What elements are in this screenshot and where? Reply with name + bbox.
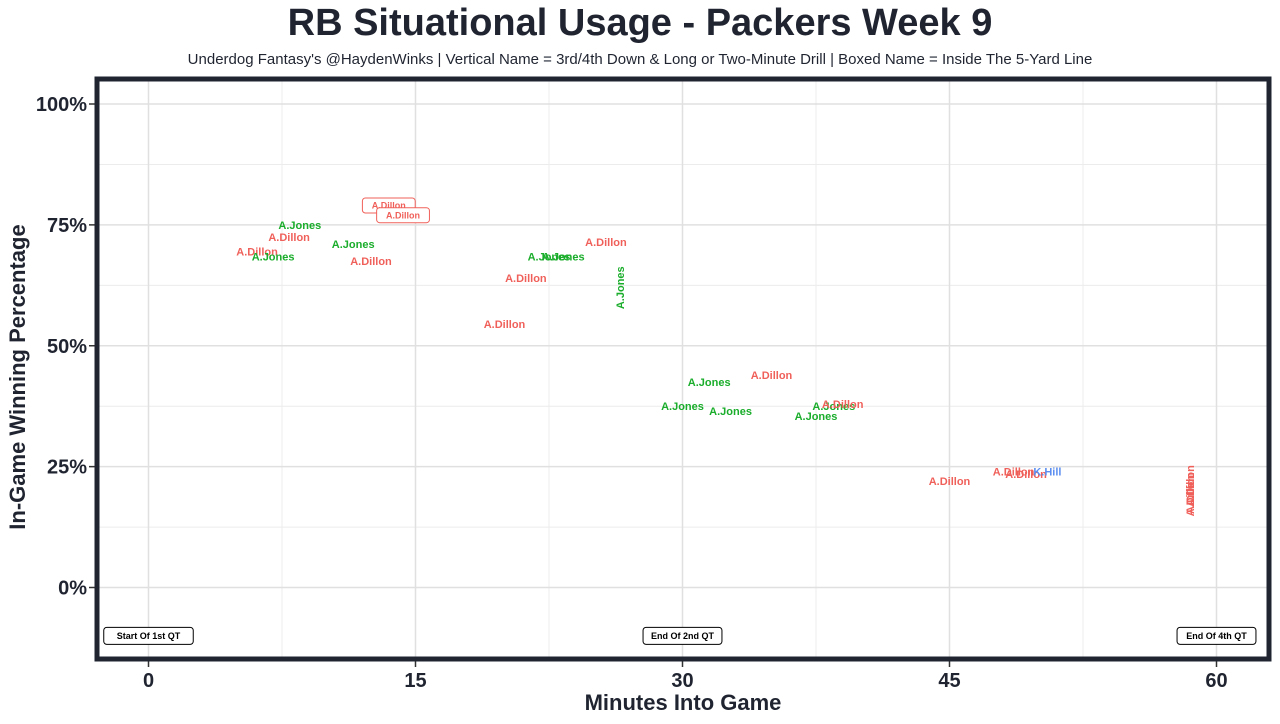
data-point-label: A.Dillon [751, 370, 793, 382]
x-axis-label: Minutes Into Game [585, 690, 782, 715]
quarter-annotation-label: Start Of 1st QT [117, 631, 181, 641]
data-point-label-vertical: A.Dillon [1185, 465, 1197, 507]
data-point-label: A.Dillon [372, 201, 406, 211]
data-point-label: A.Dillon [822, 399, 864, 411]
chart-subtitle: Underdog Fantasy's @HaydenWinks | Vertic… [187, 51, 1093, 68]
data-point-label: A.Dillon [929, 476, 971, 488]
quarter-annotation-box [642, 626, 723, 645]
data-point-label: A.Jones [332, 239, 375, 251]
plot-panel-border [94, 76, 1272, 662]
y-axis-label: In-Game Winning Percentage [5, 224, 30, 529]
chart-title: RB Situational Usage - Packers Week 9 [287, 2, 993, 44]
x-tick-label: 0 [143, 670, 154, 692]
quarter-annotation-label: End Of 4th QT [1186, 631, 1247, 641]
data-point-label: A.Dillon [236, 246, 278, 258]
x-tick-label: 45 [938, 670, 960, 692]
x-tick-label: 30 [671, 670, 693, 692]
data-point-label: A.Jones [528, 251, 571, 263]
data-point-label: A.Jones [661, 401, 704, 413]
y-tick-label: 100% [36, 94, 87, 116]
data-point-label: A.Dillon [993, 466, 1035, 478]
x-tick-label: 15 [404, 670, 426, 692]
boxed-point-frame [376, 207, 430, 224]
data-point-label: A.Dillon [585, 237, 627, 249]
data-points: A.DillonA.DillonA.JonesA.JonesA.JonesA.D… [236, 197, 1197, 517]
y-tick-label: 75% [47, 215, 87, 237]
grid-lines [97, 79, 1269, 659]
data-point-label: A.Dillon [1005, 469, 1047, 481]
data-point-label-vertical: A.Jones [615, 266, 627, 309]
data-point-label-vertical: A.Dillon [1185, 472, 1197, 514]
data-point-label: A.Dillon [268, 232, 310, 244]
data-point-label: A.Jones [688, 377, 731, 389]
quarter-annotation-box [103, 626, 194, 645]
data-point-label: A.Jones [278, 220, 321, 232]
axis-ticks: 0 15 30 45 60 0% 25% 50% 75% 100% [36, 94, 1228, 692]
data-point-label: A.Jones [709, 406, 752, 418]
y-tick-label: 25% [47, 457, 87, 479]
data-point-label: A.Dillon [386, 210, 420, 220]
data-point-label: A.Jones [795, 411, 838, 423]
quarter-annotation-box [1176, 626, 1257, 645]
data-point-label: K.Hill [1033, 466, 1061, 478]
data-point-label: A.Dillon [484, 319, 526, 331]
data-point-label-vertical: A.Dillon [1185, 475, 1197, 517]
y-tick-label: 50% [47, 336, 87, 358]
y-tick-label: 0% [58, 578, 87, 600]
quarter-annotation-label: End Of 2nd QT [651, 631, 714, 641]
data-point-label: A.Jones [252, 251, 295, 263]
data-point-label: A.Dillon [505, 273, 547, 285]
data-point-label: A.Jones [812, 401, 855, 413]
quarter-annotations: Start Of 1st QT End Of 2nd QT End Of 4th Q… [103, 626, 1257, 645]
x-tick-label: 60 [1205, 670, 1227, 692]
data-point-label: A.Dillon [350, 256, 392, 268]
data-point-label: A.Jones [542, 251, 585, 263]
